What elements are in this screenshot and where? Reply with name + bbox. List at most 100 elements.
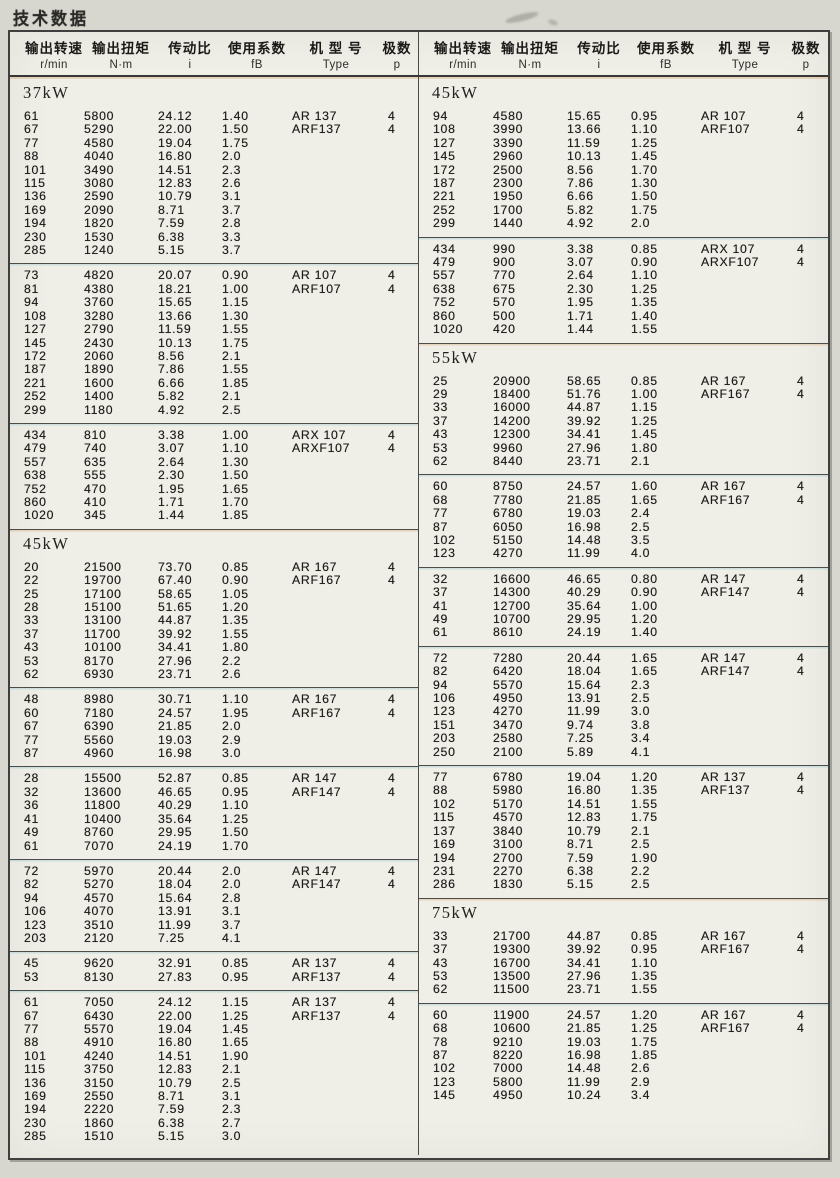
speed-cell: 77 (24, 732, 40, 747)
table-row: 108 3280 13.66 1.30 (10, 309, 418, 323)
table-header: 输出转速 r/min 输出扭矩 N·m 传动比 i 使用系数 fB 机 型 号 Type 极数 p 输出… (10, 32, 828, 77)
type-cell: ARF137 (292, 1008, 342, 1023)
poles-cell (380, 363, 414, 376)
speed-cell: 230 (24, 1115, 47, 1130)
torque-cell: 7000 (493, 1061, 524, 1076)
poles-cell: 4 (388, 995, 396, 1010)
spec-block: 20 21500 73.70 0.85 AR 167 4 22 19700 67.40 0.90 A… (10, 556, 418, 688)
spec-table: 输出转速 r/min 输出扭矩 N·m 传动比 i 使用系数 fB 机 型 号 Type 极数 p 输出… (8, 30, 830, 1160)
table-row: 53 8130 27.83 0.95 ARF137 4 (10, 970, 418, 984)
ratio-cell: 16.98 (567, 1047, 602, 1062)
type-cell (292, 588, 380, 601)
service-factor-cell: 1.35 (631, 783, 658, 798)
poles-cell: 4 (797, 1021, 805, 1036)
service-factor-cell: 1.75 (631, 810, 658, 825)
table-row: 82 5270 18.04 2.0 ARF147 4 (10, 877, 418, 891)
torque-cell: 2580 (493, 731, 524, 746)
table-row: 230 1530 6.38 3.3 (10, 230, 418, 244)
service-factor-cell: 2.5 (222, 1075, 242, 1090)
column-label: 传动比 (168, 41, 212, 56)
table-row: 752 570 1.95 1.35 (419, 295, 828, 310)
service-factor-cell: 3.7 (222, 243, 242, 258)
speed-cell: 29 (433, 386, 449, 401)
service-factor-cell: 0.90 (631, 585, 658, 600)
service-factor-cell: 1.10 (222, 692, 249, 707)
speed-cell: 81 (24, 281, 40, 296)
service-factor-cell: 1.50 (222, 825, 249, 840)
table-row: 115 3080 12.83 2.6 (10, 176, 418, 190)
poles-cell (789, 732, 823, 745)
table-row: 53 8170 27.96 2.2 (10, 654, 418, 668)
speed-cell: 252 (24, 389, 47, 404)
table-row: 67 5290 22.00 1.50 ARF137 4 (10, 122, 418, 137)
torque-cell: 2300 (493, 176, 524, 191)
poles-cell (380, 1117, 414, 1130)
ratio-cell: 23.71 (567, 453, 602, 468)
type-cell (701, 878, 789, 891)
table-row: 752 470 1.95 1.65 (10, 482, 418, 496)
torque-cell: 13500 (493, 968, 531, 983)
type-cell: ARF167 (292, 573, 342, 588)
speed-cell: 67 (24, 122, 40, 137)
ratio-cell: 9.74 (567, 717, 594, 732)
service-factor-cell: 3.4 (631, 1088, 651, 1103)
service-factor-cell: 2.6 (222, 667, 242, 682)
torque-cell: 1240 (84, 243, 115, 258)
table-row: 94 3760 15.65 1.15 (10, 295, 418, 309)
torque-cell: 2220 (84, 1102, 115, 1117)
ratio-cell: 7.86 (158, 362, 185, 377)
type-cell: AR 147 (292, 771, 338, 786)
torque-cell: 10100 (84, 640, 122, 655)
speed-cell: 77 (433, 506, 449, 521)
speed-cell: 41 (24, 811, 40, 826)
table-row: 49 10700 29.95 1.20 (419, 612, 828, 626)
torque-cell: 1860 (84, 1115, 115, 1130)
ratio-header: 传动比 i (158, 37, 222, 71)
table-row: 28 15500 52.87 0.85 AR 147 4 (10, 771, 418, 786)
torque-cell: 1510 (84, 1129, 115, 1144)
type-cell: AR 107 (701, 109, 747, 123)
type-cell (292, 1130, 380, 1143)
ratio-cell: 19.03 (567, 506, 602, 521)
table-row: 87 8220 16.98 1.85 (419, 1047, 828, 1062)
type-cell (292, 668, 380, 681)
ratio-cell: 73.70 (158, 559, 193, 574)
ratio-cell: 46.65 (158, 784, 193, 799)
service-factor-cell: 0.85 (222, 559, 249, 574)
speed-cell: 169 (24, 202, 47, 217)
poles-cell (789, 521, 823, 534)
torque-cell: 4270 (493, 546, 524, 561)
speed-cell: 48 (24, 692, 40, 707)
poles-cell (789, 401, 823, 414)
table-row: 252 1400 5.82 2.1 (10, 389, 418, 404)
torque-cell: 1700 (493, 202, 524, 217)
ratio-cell: 8.56 (158, 348, 185, 363)
speed-cell: 87 (433, 519, 449, 534)
service-factor-cell: 2.2 (631, 863, 651, 878)
torque-cell: 570 (493, 295, 516, 310)
speed-cell: 194 (24, 1102, 47, 1117)
service-factor-cell: 1.40 (631, 308, 658, 323)
ratio-cell: 2.64 (158, 454, 185, 469)
type-cell (292, 813, 380, 826)
table-row: 285 1240 5.15 3.7 (10, 243, 418, 258)
table-row: 20 21500 73.70 0.85 AR 167 4 (10, 559, 418, 574)
type-cell (701, 442, 789, 455)
table-row: 194 1820 7.59 2.8 (10, 216, 418, 230)
table-row: 68 7780 21.85 1.65 ARF167 4 (419, 493, 828, 507)
torque-cell: 15100 (84, 600, 122, 614)
type-cell (701, 626, 789, 639)
ratio-cell: 10.79 (567, 823, 602, 838)
speed-cell: 250 (433, 744, 456, 759)
table-row: 61 8610 24.19 1.40 (419, 625, 828, 639)
speed-cell: 106 (24, 904, 47, 919)
ratio-cell: 19.04 (158, 135, 193, 150)
type-cell: AR 137 (292, 109, 338, 123)
service-factor-cell: 1.25 (631, 135, 658, 150)
service-factor-cell: 1.45 (222, 1021, 249, 1036)
ratio-cell: 8.56 (567, 162, 594, 177)
poles-cell (380, 919, 414, 932)
ratio-cell: 7.86 (567, 176, 594, 191)
torque-cell: 16600 (493, 571, 531, 586)
service-factor-cell: 1.75 (222, 335, 249, 350)
